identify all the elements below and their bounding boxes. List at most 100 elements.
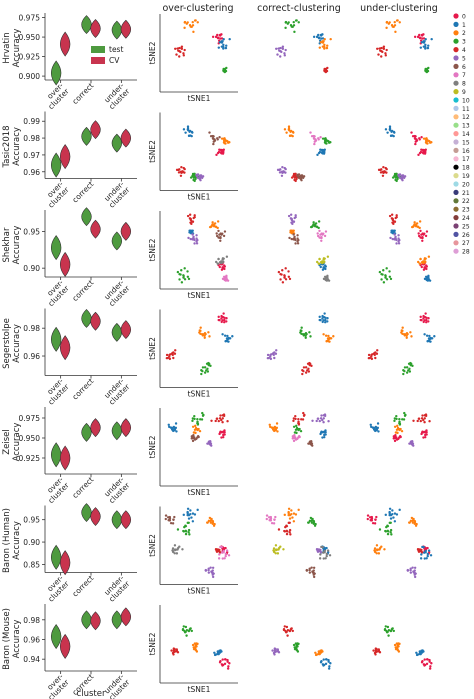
tsne-point <box>210 444 213 447</box>
x-tick-label: under-cluster <box>101 179 132 210</box>
cluster-legend-marker <box>453 198 459 204</box>
tsne-point <box>416 225 420 228</box>
tsne-point <box>422 650 425 653</box>
dataset-label: Hrvatin <box>2 32 12 63</box>
tsne-point <box>322 152 326 155</box>
tsne-panel: tSNE2 tSNE1 <box>148 14 238 103</box>
tsne-point <box>387 629 391 632</box>
tsne-point <box>284 167 287 171</box>
x-tick-label: over-cluster <box>41 474 72 505</box>
tsne-point <box>412 444 415 447</box>
tsne-point <box>426 552 429 556</box>
tsne-point <box>203 336 206 339</box>
tsne-point <box>189 509 192 512</box>
tsne-point <box>390 231 393 234</box>
y-tick-label: 0.975 <box>19 414 41 423</box>
tsne-point <box>317 137 320 140</box>
tsne-point <box>227 665 230 668</box>
tsne-point <box>393 20 396 24</box>
tsne-point <box>325 546 328 550</box>
tsne-point <box>317 226 320 230</box>
tsne-point <box>370 357 374 361</box>
tsne-point <box>220 45 224 48</box>
tsne-point <box>191 419 194 423</box>
tsne-point <box>323 139 327 142</box>
tsne-point <box>224 340 227 343</box>
tsne-point <box>314 522 317 526</box>
violin-cv <box>120 320 132 340</box>
tsne-point <box>292 238 295 241</box>
tsne-point <box>216 549 219 552</box>
violin-test <box>81 422 92 442</box>
tsne-point <box>285 532 289 536</box>
tsne-point <box>386 625 390 629</box>
tsne-point <box>172 518 175 521</box>
tsne-point <box>424 266 427 270</box>
tsne-y-label: tSNE2 <box>148 41 157 64</box>
tsne-point <box>409 571 413 574</box>
cluster-legend-label: 26 <box>462 232 470 239</box>
tsne-point <box>328 554 332 557</box>
y-tick-label: 0.99 <box>23 117 40 126</box>
tsne-point <box>405 336 408 339</box>
tsne-point <box>392 629 396 633</box>
cluster-legend-marker <box>453 181 459 187</box>
tsne-point <box>184 625 188 629</box>
tsne-point <box>187 528 191 532</box>
cluster-legend-label: 23 <box>462 207 470 214</box>
tsne-point <box>426 546 429 550</box>
tsne-point <box>297 173 301 176</box>
tsne-point <box>426 279 430 282</box>
tsne-point <box>201 411 204 415</box>
tsne-point <box>420 136 423 139</box>
tsne-point <box>195 437 198 441</box>
tsne-point <box>323 435 326 439</box>
tsne-point <box>276 649 279 653</box>
x-tick-label: correct <box>70 81 95 106</box>
tsne-point <box>223 557 226 560</box>
tsne-point <box>187 521 190 524</box>
legend-label-cv: CV <box>109 56 120 65</box>
tsne-point <box>216 36 220 40</box>
tsne-point <box>224 552 227 556</box>
tsne-point <box>393 520 397 523</box>
tsne-point <box>222 413 226 416</box>
tsne-point <box>421 37 424 40</box>
tsne-point <box>211 575 215 579</box>
violin-test <box>50 544 62 570</box>
tsne-point <box>400 429 404 433</box>
tsne-point <box>324 264 327 267</box>
tsne-point <box>222 275 226 278</box>
tsne-point <box>419 46 423 49</box>
tsne-point <box>189 237 192 241</box>
tsne-point <box>326 255 330 258</box>
tsne-point <box>317 262 320 265</box>
tsne-point <box>388 128 392 131</box>
tsne-point <box>319 265 323 269</box>
tsne-point <box>186 128 190 131</box>
tsne-point <box>410 362 413 366</box>
tsne-point <box>170 649 173 652</box>
tsne-point <box>378 47 381 50</box>
tsne-point <box>297 420 300 424</box>
tsne-point <box>195 650 199 653</box>
tsne-point <box>207 568 210 572</box>
tsne-point <box>296 237 299 240</box>
tsne-point <box>283 274 286 278</box>
tsne-point <box>322 421 325 424</box>
tsne-point <box>398 508 401 512</box>
tsne-point <box>326 317 329 320</box>
tsne-point <box>296 650 300 653</box>
cluster-legend-marker <box>453 139 459 145</box>
tsne-point <box>320 37 323 40</box>
violin-test <box>111 421 123 441</box>
tsne-point <box>404 333 407 336</box>
tsne-point <box>401 418 404 421</box>
tsne-point <box>167 425 171 429</box>
tsne-point <box>320 236 323 240</box>
x-tick-label: under-cluster <box>101 277 132 308</box>
tsne-point <box>391 512 394 516</box>
tsne-point <box>393 417 397 420</box>
tsne-point <box>291 629 295 633</box>
tsne-point <box>401 174 404 177</box>
